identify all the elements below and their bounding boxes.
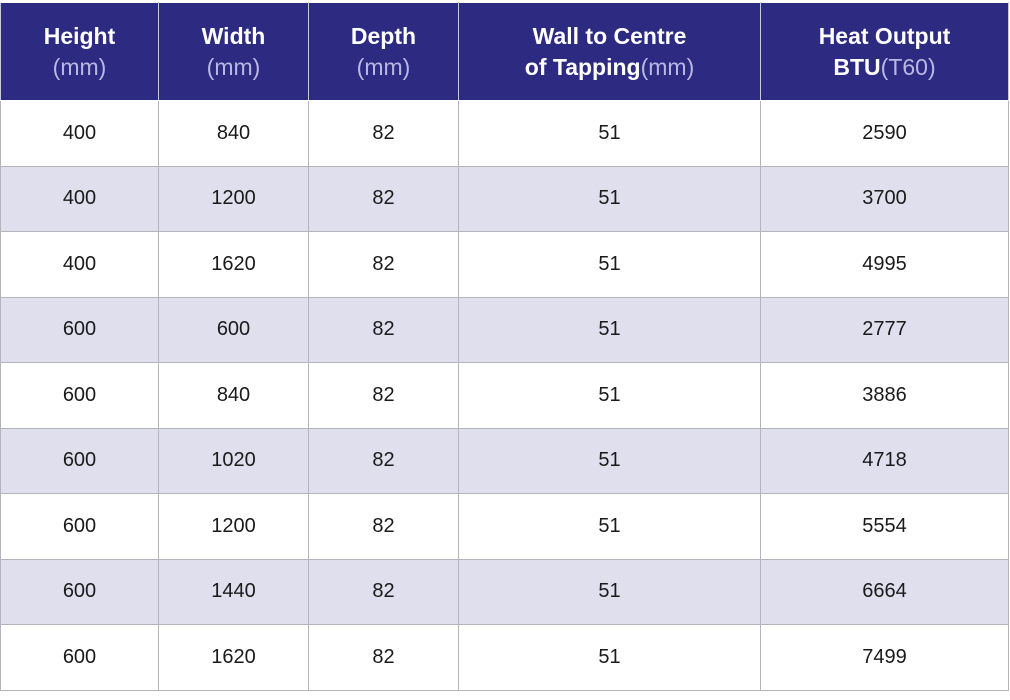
table-row: 400 1200 82 51 3700	[0, 165, 1009, 232]
table-cell: 51	[458, 624, 761, 691]
table-cell: 51	[458, 165, 761, 232]
table-row: 400 840 82 51 2590	[0, 100, 1009, 167]
table-cell: 51	[458, 296, 761, 363]
table-cell: 1620	[158, 624, 309, 691]
table-cell: 840	[158, 362, 309, 429]
header-title: of Tapping	[524, 53, 641, 80]
table-body: 400 840 82 51 2590 400 1200 82 51 3700 400 1620 82 51…	[0, 100, 1009, 691]
header-cell: Height (mm)	[0, 2, 159, 101]
table-row: 600 1020 82 51 4718	[0, 427, 1009, 494]
header-cell: Wall to Centre of Tapping(mm)	[458, 2, 761, 101]
table-row: 400 1620 82 51 4995	[0, 231, 1009, 298]
table-row: 600 1620 82 51 7499	[0, 624, 1009, 691]
header-cell: Width (mm)	[158, 2, 309, 101]
table-row: 600 600 82 51 2777	[0, 296, 1009, 363]
table-cell: 7499	[760, 624, 1009, 691]
header-title: Height	[43, 22, 116, 49]
table-cell: 840	[158, 100, 309, 167]
table-cell: 1200	[158, 493, 309, 560]
table-cell: 4995	[760, 231, 1009, 298]
header-unit: (mm)	[206, 53, 261, 80]
table-cell: 400	[0, 231, 159, 298]
table-cell: 82	[308, 427, 459, 494]
header-unit: (mm)	[640, 53, 695, 80]
table-cell: 600	[0, 558, 159, 625]
table-cell: 82	[308, 493, 459, 560]
header-cell: Depth (mm)	[308, 2, 459, 101]
table-cell: 1440	[158, 558, 309, 625]
table-cell: 82	[308, 165, 459, 232]
table-cell: 82	[308, 558, 459, 625]
table-cell: 400	[0, 165, 159, 232]
table-cell: 51	[458, 362, 761, 429]
header-title: Width	[201, 22, 266, 49]
table-cell: 51	[458, 231, 761, 298]
table-cell: 3700	[760, 165, 1009, 232]
table-cell: 3886	[760, 362, 1009, 429]
header-row: Height (mm) Width (mm) Depth (mm) Wall to C…	[0, 2, 1009, 101]
table-cell: 600	[0, 493, 159, 560]
table-cell: 6664	[760, 558, 1009, 625]
table-cell: 600	[0, 296, 159, 363]
table-cell: 4718	[760, 427, 1009, 494]
table-cell: 5554	[760, 493, 1009, 560]
table-cell: 51	[458, 100, 761, 167]
table-cell: 1200	[158, 165, 309, 232]
table-cell: 51	[458, 558, 761, 625]
table-cell: 600	[0, 624, 159, 691]
header-title: Depth	[350, 22, 417, 49]
header-unit: (mm)	[52, 53, 107, 80]
table-cell: 600	[0, 427, 159, 494]
header-unit: (mm)	[356, 53, 411, 80]
table-cell: 2777	[760, 296, 1009, 363]
header-title: Wall to Centre	[532, 22, 687, 49]
table-cell: 1020	[158, 427, 309, 494]
table-cell: 600	[158, 296, 309, 363]
header-title: BTU	[833, 53, 881, 80]
header-unit: (T60)	[880, 53, 936, 80]
table-row: 600 1200 82 51 5554	[0, 493, 1009, 560]
table-cell: 82	[308, 624, 459, 691]
table-cell: 51	[458, 427, 761, 494]
table-row: 600 1440 82 51 6664	[0, 558, 1009, 625]
table-cell: 2590	[760, 100, 1009, 167]
table-cell: 51	[458, 493, 761, 560]
table-cell: 1620	[158, 231, 309, 298]
table-cell: 82	[308, 100, 459, 167]
table-cell: 400	[0, 100, 159, 167]
table-row: 600 840 82 51 3886	[0, 362, 1009, 429]
header-title: Heat Output	[818, 22, 951, 49]
header-cell: Heat Output BTU(T60)	[760, 2, 1009, 101]
table-cell: 82	[308, 362, 459, 429]
table-cell: 82	[308, 231, 459, 298]
table-cell: 600	[0, 362, 159, 429]
table-cell: 82	[308, 296, 459, 363]
